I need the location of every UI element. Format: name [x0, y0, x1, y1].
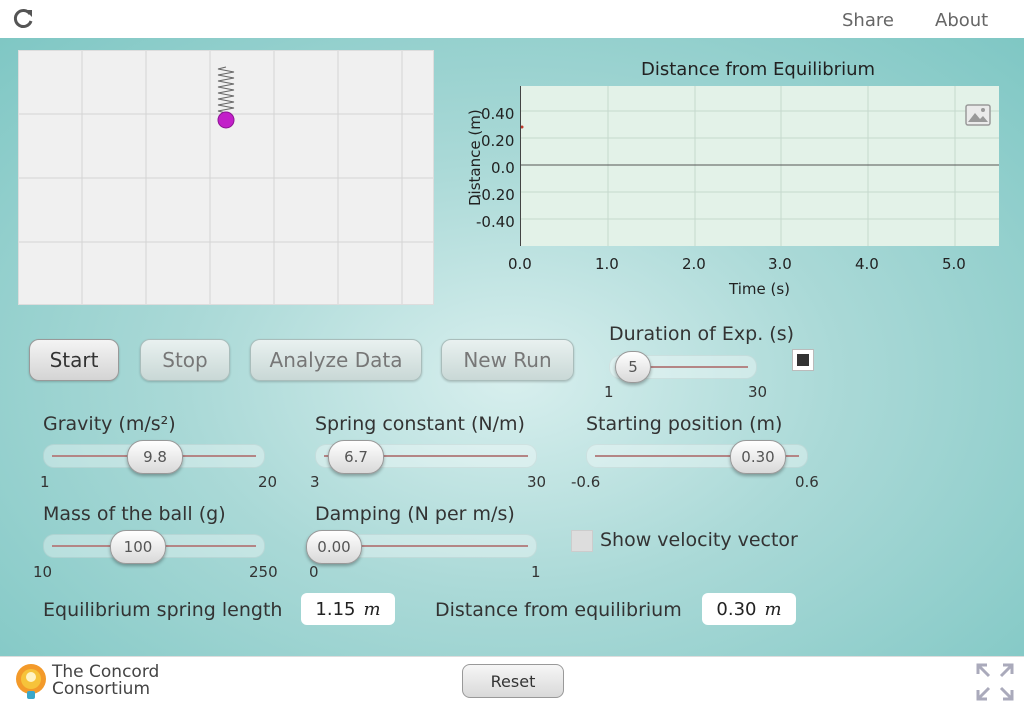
graph-plot-area[interactable] — [520, 86, 999, 246]
damping-slider-line — [324, 545, 528, 547]
footer-bar: The Concord Consortium Reset — [0, 656, 1024, 707]
ball[interactable] — [217, 111, 235, 129]
logo-line-1: The Concord — [52, 662, 160, 682]
spring-constant-slider-line — [324, 455, 528, 457]
starting-position-slider-line — [595, 455, 799, 457]
damping-max: 1 — [531, 563, 541, 581]
duration-min: 1 — [604, 383, 614, 401]
stop-button[interactable]: Stop — [140, 339, 230, 381]
distance-equilibrium-number: 0.30 — [716, 598, 757, 620]
new-run-button[interactable]: New Run — [441, 339, 574, 381]
spring-constant-max: 30 — [527, 473, 547, 491]
start-button[interactable]: Start — [29, 339, 119, 381]
stop-icon — [797, 354, 809, 366]
spring-constant-slider-handle[interactable]: 6.7 — [328, 440, 384, 474]
fullscreen-icon[interactable] — [975, 662, 1015, 702]
gravity-slider-handle[interactable]: 9.8 — [127, 440, 183, 474]
starting-position-label: Starting position (m) — [586, 413, 783, 435]
simulation-grid — [19, 51, 433, 304]
mass-min: 10 — [33, 563, 53, 581]
equilibrium-length-label: Equilibrium spring length — [43, 599, 283, 621]
equilibrium-length-value: 1.15 m — [301, 593, 395, 625]
duration-slider-line — [618, 366, 748, 368]
top-bar: Share About — [0, 0, 1024, 38]
y-tick: 0.40 — [481, 105, 515, 123]
distance-equilibrium-unit: m — [764, 598, 782, 620]
gravity-max: 20 — [258, 473, 278, 491]
x-tick: 4.0 — [855, 255, 879, 273]
spring-constant-min: 3 — [310, 473, 320, 491]
analyze-data-button[interactable]: Analyze Data — [250, 339, 422, 381]
x-tick: 5.0 — [942, 255, 966, 273]
gravity-min: 1 — [40, 473, 50, 491]
duration-slider-handle[interactable]: 5 — [615, 351, 651, 383]
image-icon[interactable] — [965, 104, 991, 126]
duration-max: 30 — [748, 383, 768, 401]
damping-slider-handle[interactable]: 0.00 — [306, 530, 362, 564]
logo-line-2: Consortium — [52, 679, 151, 699]
graph-title: Distance from Equilibrium — [641, 59, 876, 80]
stop-square-button[interactable] — [792, 349, 814, 371]
y-tick: 0.20 — [481, 132, 515, 150]
main-panel: Distance from Equilibrium Distance (m) 0… — [0, 38, 1024, 656]
damping-label: Damping (N per m/s) — [315, 503, 515, 525]
y-tick: -0.20 — [476, 186, 515, 204]
distance-equilibrium-value: 0.30 m — [702, 593, 796, 625]
spring — [217, 66, 235, 114]
show-velocity-label: Show velocity vector — [600, 529, 798, 551]
distance-equilibrium-label: Distance from equilibrium — [435, 599, 682, 621]
y-tick: -0.40 — [476, 213, 515, 231]
x-tick: 0.0 — [508, 255, 532, 273]
equilibrium-length-number: 1.15 — [315, 598, 356, 620]
duration-label: Duration of Exp. (s) — [609, 323, 795, 345]
gravity-label: Gravity (m/s²) — [43, 413, 176, 435]
damping-min: 0 — [309, 563, 319, 581]
x-tick: 3.0 — [768, 255, 792, 273]
share-link[interactable]: Share — [842, 10, 894, 31]
mass-max: 250 — [249, 563, 278, 581]
concord-logo-icon[interactable] — [12, 661, 50, 701]
x-tick: 2.0 — [682, 255, 706, 273]
mass-label: Mass of the ball (g) — [43, 503, 226, 525]
mass-slider-handle[interactable]: 100 — [110, 530, 166, 564]
reset-button[interactable]: Reset — [462, 664, 564, 698]
show-velocity-checkbox[interactable] — [571, 530, 593, 552]
starting-position-max: 0.6 — [795, 473, 819, 491]
y-tick: 0.0 — [491, 159, 515, 177]
spring-constant-label: Spring constant (N/m) — [315, 413, 525, 435]
about-link[interactable]: About — [935, 10, 989, 31]
spring-simulation-view — [18, 50, 434, 305]
x-tick: 1.0 — [595, 255, 619, 273]
starting-position-min: -0.6 — [571, 473, 601, 491]
starting-position-slider-handle[interactable]: 0.30 — [730, 440, 786, 474]
reload-icon[interactable] — [12, 7, 36, 31]
graph-x-axis-label: Time (s) — [729, 280, 790, 298]
concord-logo-text: The Concord Consortium — [52, 664, 159, 698]
graph-gridlines — [520, 86, 999, 246]
equilibrium-length-unit: m — [363, 598, 381, 620]
